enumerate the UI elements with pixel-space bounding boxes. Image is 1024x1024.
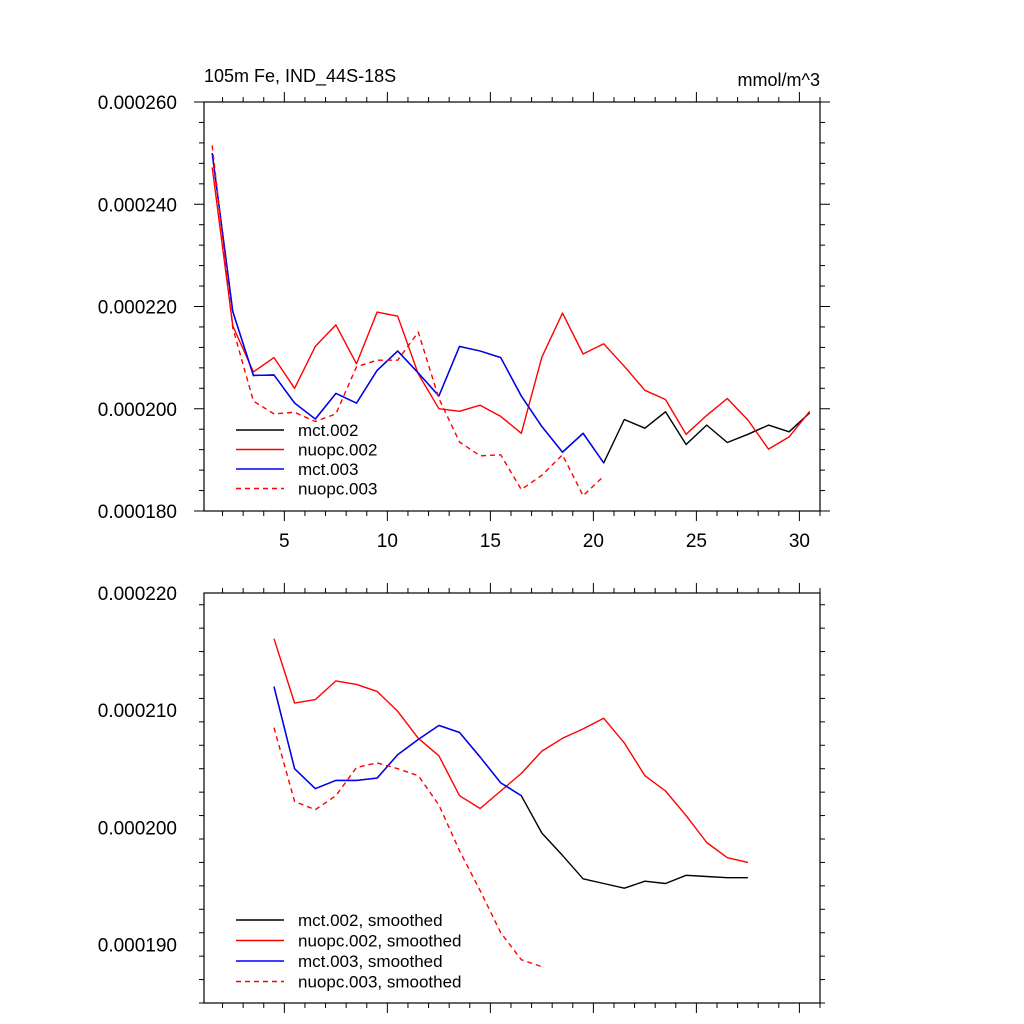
legend-label-0: nuopc.003 <box>298 480 377 499</box>
bottom-panel: 0.000190 0.000200 0.000210 0.000220 mct.002,… <box>98 583 825 1013</box>
x-tick-label-0: 5 <box>279 531 290 552</box>
y-tick-label-0: 0.000260 <box>98 93 177 114</box>
legend-label-1: mct.003, smoothed <box>298 952 443 971</box>
series-line-nuopc-003 <box>211 145 605 497</box>
legend-label-0: nuopc.002 <box>298 441 377 460</box>
x-tick-label-0: 25 <box>686 531 707 552</box>
y-tick-label-0: 0.000180 <box>98 502 177 523</box>
x-tick-label-0: 15 <box>480 531 501 552</box>
y-tick-label-1: 0.000200 <box>98 818 177 839</box>
top-panel: 105m Fe, IND_44S-18S mmol/m^3 5 10 15 20 25 3… <box>98 66 830 552</box>
series-line-nuopc-002 <box>211 167 811 450</box>
series-line-mct-003 <box>211 153 605 464</box>
legend-label-1: mct.002, smoothed <box>298 911 443 930</box>
legend-label-0: mct.002 <box>298 421 358 440</box>
x-tick-label-0: 30 <box>789 531 810 552</box>
y-tick-label-0: 0.000220 <box>98 298 177 319</box>
legend-label-0: mct.003 <box>298 460 358 479</box>
plot-frame-1 <box>203 592 821 1004</box>
legend-label-1: nuopc.002, smoothed <box>298 932 462 951</box>
x-tick-label-0: 20 <box>583 531 604 552</box>
y-tick-label-1: 0.000210 <box>98 701 177 722</box>
y-tick-label-1: 0.000220 <box>98 584 177 605</box>
y-tick-label-0: 0.000200 <box>98 400 177 421</box>
series-line-nuopc-002-smoothed <box>273 638 749 864</box>
top-panel-title-left: 105m Fe, IND_44S-18S <box>204 66 396 87</box>
series-line-nuopc-003-smoothed <box>273 727 543 968</box>
top-panel-title-right: mmol/m^3 <box>738 70 820 90</box>
y-tick-label-0: 0.000240 <box>98 195 177 216</box>
legend-label-1: nuopc.003, smoothed <box>298 973 462 992</box>
x-tick-label-0: 10 <box>377 531 398 552</box>
y-tick-label-1: 0.000190 <box>98 935 177 956</box>
series-line-mct-003-smoothed <box>273 686 522 797</box>
